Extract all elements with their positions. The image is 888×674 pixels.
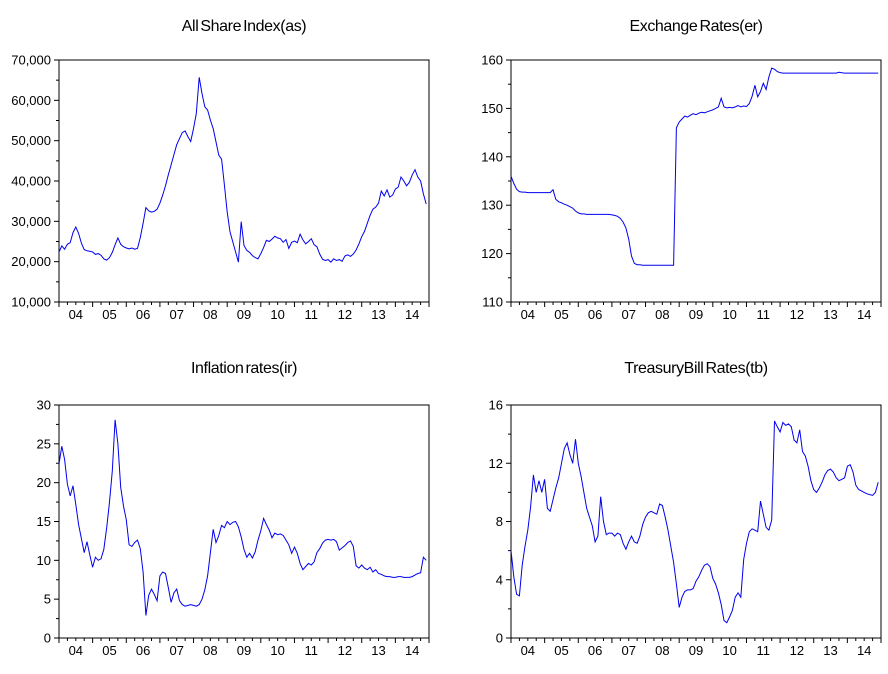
x-tick-label: 08 — [655, 307, 669, 322]
x-tick-label: 07 — [621, 643, 635, 658]
chart-title-exchange-rates: Exchange Rates(er) — [629, 18, 763, 35]
plot-border — [510, 404, 882, 639]
x-tick-label: 09 — [689, 643, 703, 658]
exchange-rates-plot: 110 120 130 140 150 160 04 05 06 07 08 09 10 11 12 13 14 — [481, 53, 882, 322]
y-tick-label: 150 — [481, 101, 503, 116]
plot-border — [510, 59, 882, 303]
x-tick-label: 09 — [237, 307, 251, 322]
y-tick-label: 5 — [44, 592, 51, 607]
y-tick-label: 120 — [481, 246, 503, 261]
x-tick-label: 12 — [790, 643, 804, 658]
x-tick-label: 13 — [823, 643, 837, 658]
y-tick-label: 20,000 — [11, 254, 51, 269]
er-data-line — [510, 67, 879, 266]
x-tick-label: 05 — [102, 307, 116, 322]
y-tick-label: 130 — [481, 198, 503, 213]
x-tick-label: 09 — [689, 307, 703, 322]
x-tick-label: 08 — [203, 643, 217, 658]
y-tick-label: 60,000 — [11, 93, 51, 108]
x-tick-label: 04 — [69, 643, 83, 658]
x-tick-label: 06 — [136, 643, 150, 658]
x-tick-label: 05 — [102, 643, 116, 658]
x-tick-label: 14 — [405, 643, 419, 658]
x-tick-label: 08 — [203, 307, 217, 322]
x-tick-label: 07 — [169, 643, 183, 658]
x-tick-label: 10 — [270, 643, 284, 658]
y-tick-label: 0 — [496, 631, 503, 646]
x-tick-label: 05 — [554, 643, 568, 658]
x-tick-label: 13 — [371, 643, 385, 658]
x-tick-label: 14 — [405, 307, 419, 322]
y-tick-label: 140 — [481, 149, 503, 164]
x-tick-label: 11 — [757, 643, 771, 658]
x-tick-label: 11 — [305, 643, 319, 658]
y-tick-label: 25 — [37, 436, 51, 451]
x-tick-label: 13 — [823, 307, 837, 322]
x-tick-label: 10 — [722, 643, 736, 658]
x-tick-label: 06 — [588, 643, 602, 658]
all-share-index-plot: 10,000 20,000 30,000 40,000 50,000 60,000 70,0… — [11, 53, 430, 322]
x-tick-label: 09 — [237, 643, 251, 658]
y-tick-label: 10 — [37, 553, 51, 568]
y-tick-label: 4 — [496, 572, 503, 587]
y-tick-label: 15 — [37, 514, 51, 529]
x-tick-label: 07 — [621, 307, 635, 322]
x-tick-label: 04 — [69, 307, 83, 322]
y-tick-label: 20 — [37, 475, 51, 490]
chart-cell-exchange-rates: Exchange Rates(er) 110 120 130 140 150 160 04 0… — [444, 0, 888, 337]
y-tick-label: 110 — [482, 295, 503, 310]
x-tick-label: 04 — [521, 307, 535, 322]
y-tick-label: 12 — [489, 456, 503, 471]
x-tick-label: 14 — [857, 643, 871, 658]
plot-border — [58, 59, 430, 303]
x-tick-label: 14 — [857, 307, 871, 322]
chart-title-treasury-bill-rates: TreasuryBill Rates(tb) — [624, 360, 768, 377]
y-tick-label: 30 — [37, 398, 51, 413]
y-tick-label: 10,000 — [11, 295, 51, 310]
tb-data-line — [510, 420, 879, 624]
chart-title-all-share-index: All Share Index(as) — [181, 18, 307, 35]
x-tick-label: 04 — [521, 643, 535, 658]
as-data-line — [58, 77, 427, 263]
x-tick-label: 11 — [757, 307, 771, 322]
x-tick-label: 07 — [169, 307, 183, 322]
plot-border — [58, 404, 430, 639]
x-tick-label: 10 — [722, 307, 736, 322]
chart-cell-treasury-bill-rates: TreasuryBill Rates(tb) 0 4 8 12 16 04 05 06 07 08… — [444, 337, 888, 674]
x-tick-label: 12 — [338, 643, 352, 658]
y-tick-label: 30,000 — [11, 214, 51, 229]
chart-cell-all-share-index: All Share Index(as) 10,000 20,000 30,000 40… — [0, 0, 444, 337]
x-tick-label: 10 — [270, 307, 284, 322]
ir-data-line — [58, 419, 427, 616]
x-tick-label: 06 — [136, 307, 150, 322]
y-tick-label: 40,000 — [11, 174, 51, 189]
x-tick-label: 08 — [655, 643, 669, 658]
chart-title-inflation-rates: Inflation rates(ir) — [191, 360, 297, 377]
y-tick-label: 160 — [481, 53, 503, 68]
y-tick-label: 16 — [489, 398, 503, 413]
y-tick-label: 50,000 — [11, 133, 51, 148]
y-tick-label: 0 — [44, 631, 51, 646]
x-tick-label: 12 — [790, 307, 804, 322]
x-tick-label: 05 — [554, 307, 568, 322]
y-tick-label: 70,000 — [11, 53, 51, 68]
x-tick-label: 11 — [305, 307, 319, 322]
y-tick-label: 8 — [496, 514, 503, 529]
chart-cell-inflation-rates: Inflation rates(ir) 0 5 10 15 20 25 30 04 05 06 07… — [0, 337, 444, 674]
x-tick-label: 13 — [371, 307, 385, 322]
x-tick-label: 06 — [588, 307, 602, 322]
x-tick-label: 12 — [338, 307, 352, 322]
